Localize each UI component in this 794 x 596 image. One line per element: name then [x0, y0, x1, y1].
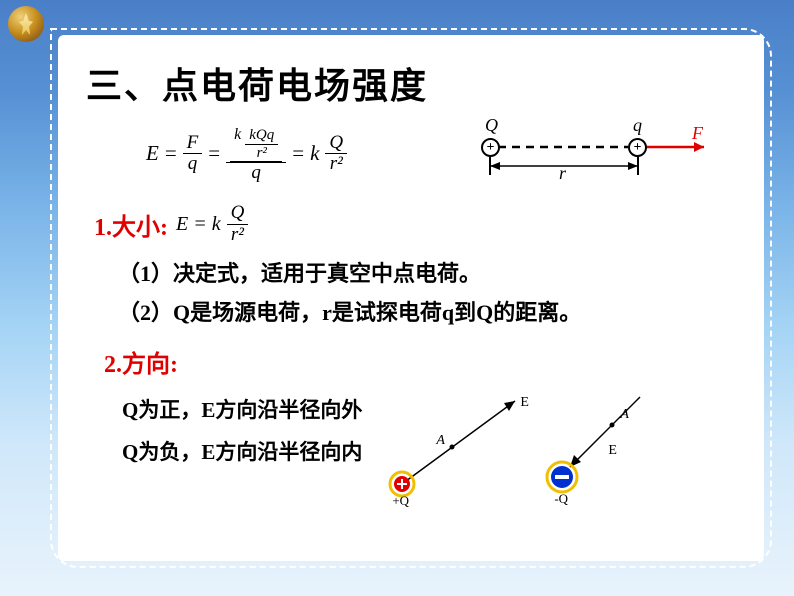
lbl-r: r	[559, 163, 566, 184]
lbl-Q: Q	[485, 115, 498, 136]
section-2-head: 2.方向:	[104, 344, 736, 379]
derivation-row: E = F q = k kQqr² q = k	[146, 119, 716, 189]
direction-diagram: A E +Q A E -Q	[380, 389, 670, 509]
sym-k: k	[310, 141, 319, 166]
section-1-p2: （2）Q是场源电荷，r是试探电荷q到Q的距离。	[118, 295, 736, 330]
top-charge-diagram: + + Q q F r	[476, 119, 716, 189]
magnitude-formula: E = k Q r²	[176, 203, 248, 246]
logo-badge	[8, 6, 44, 42]
lbl-F: F	[692, 123, 703, 144]
diagram-svg	[476, 119, 716, 189]
derivation-formula: E = F q = k kQqr² q = k	[146, 124, 347, 184]
direction-text: Q为正，E方向沿半径向外 Q为负，E方向沿半径向内	[122, 389, 362, 473]
lbl-E1: E	[520, 395, 529, 411]
slide-title: 三、点电荷电场强度	[86, 57, 736, 109]
lbl-minusQ: -Q	[554, 491, 568, 507]
section-1-p1: （1）决定式，适用于真空中点电荷。	[118, 256, 736, 291]
lbl-plusQ: +Q	[392, 493, 409, 509]
lbl-A1: A	[436, 433, 445, 449]
frac-F-q: F q	[183, 133, 203, 176]
lbl-A2: A	[620, 407, 629, 423]
charge-Q-icon: +	[481, 138, 500, 157]
charge-q-icon: +	[628, 138, 647, 157]
section-1-head: 1.大小: E = k Q r²	[94, 203, 736, 246]
sym-E: E	[146, 141, 159, 166]
slide-content: 三、点电荷电场强度 E = F q = k kQqr² q	[58, 35, 764, 561]
frac-kQq-r2-q: k kQqr² q	[226, 124, 286, 184]
lbl-q: q	[633, 115, 642, 136]
lbl-E2: E	[608, 443, 617, 459]
direction-row: Q为正，E方向沿半径向外 Q为负，E方向沿半径向内	[86, 389, 736, 509]
frac-Q-r2: Q r²	[325, 133, 347, 176]
